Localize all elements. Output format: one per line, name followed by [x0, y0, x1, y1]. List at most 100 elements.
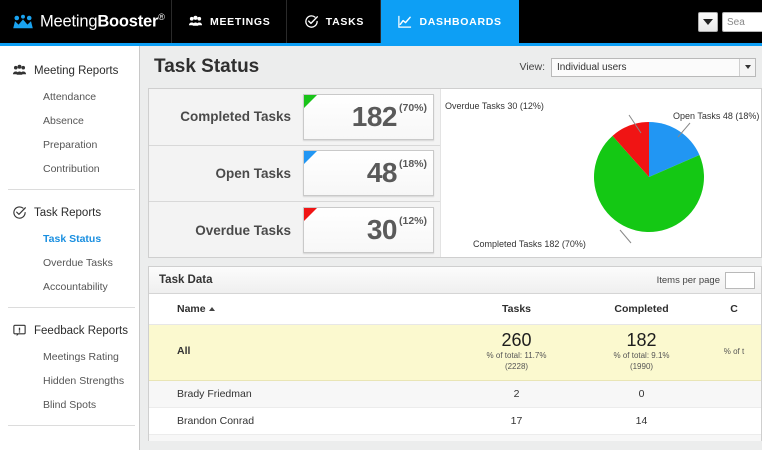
task-status-pie-chart: Overdue Tasks 30 (12%) Open Tasks 48 (18… — [441, 89, 761, 257]
view-select[interactable]: Individual users — [551, 57, 756, 77]
cell-completed: 0 — [579, 434, 704, 441]
pie-label-overdue: Overdue Tasks 30 (12%) — [445, 101, 544, 111]
cell-completed-total: 182 % of total: 9.1% (1990) — [579, 324, 704, 381]
sidebar-item-blind-spots[interactable]: Blind Spots — [43, 399, 97, 411]
sidebar-item-accountability[interactable]: Accountability — [43, 281, 108, 293]
nav-dropdown-button[interactable] — [698, 11, 718, 32]
sidebar-item-feedback-reports[interactable]: Feedback Reports — [10, 316, 129, 345]
callout-line-completed — [619, 229, 632, 244]
cell-name: Brandon Conrad — [149, 407, 454, 435]
column-header-name[interactable]: Name — [149, 294, 454, 325]
cell-tasks: 17 — [454, 407, 579, 435]
people-icon — [188, 15, 203, 26]
main-content: Task Status View: Individual users Compl… — [140, 46, 762, 450]
table-row[interactable]: Brandon Conrad 17 14 — [149, 407, 761, 435]
pie-slice-open-tasks — [649, 122, 700, 177]
check-circle-icon — [305, 15, 318, 28]
nav-tab-tasks-label: TASKS — [325, 15, 365, 28]
items-per-page-control: Items per page — [656, 271, 755, 289]
task-status-summary-panel: Completed Tasks 182 (70%) Open Tasks 48 … — [148, 88, 762, 258]
stat-card-overdue-tasks[interactable]: Overdue Tasks 30 (12%) — [149, 202, 440, 257]
chevron-down-icon — [739, 58, 755, 76]
page-header: Task Status View: Individual users — [148, 54, 762, 88]
column-header-tasks[interactable]: Tasks — [454, 294, 579, 325]
chevron-down-icon — [703, 18, 713, 25]
app-body: Meeting Reports Attendance Absence Prepa… — [0, 46, 762, 450]
stat-card-label: Completed Tasks — [180, 109, 291, 125]
sidebar-item-attendance[interactable]: Attendance — [43, 91, 97, 103]
stat-card-value-box: 30 (12%) — [303, 207, 434, 254]
items-per-page-label: Items per page — [656, 274, 720, 286]
table-row[interactable]: Brady Friedman 2 0 — [149, 380, 761, 408]
stat-card-value-box: 182 (70%) — [303, 93, 434, 140]
crown-people-icon — [13, 14, 33, 28]
sidebar-item-overdue-tasks[interactable]: Overdue Tasks — [43, 257, 113, 269]
chart-line-icon — [398, 15, 412, 28]
nav-tab-meetings-label: MEETINGS — [210, 15, 271, 28]
sidebar-item-meeting-reports[interactable]: Meeting Reports — [10, 56, 129, 85]
nav-tab-meetings[interactable]: MEETINGS — [172, 0, 288, 43]
pie-slice-completed-tasks — [594, 135, 704, 232]
sidebar-group-label: Meeting Reports — [34, 64, 119, 77]
nav-tab-dashboards[interactable]: DASHBOARDS — [381, 0, 519, 43]
logo-text-light: Meeting — [40, 12, 98, 31]
pie-label-open: Open Tasks 48 (18%) — [673, 111, 760, 121]
view-control: View: Individual users — [519, 57, 756, 77]
table-row[interactable]: Brooke Brewer 0 0 — [149, 434, 761, 441]
cell-completed: 14 — [579, 407, 704, 435]
stat-card-value-box: 48 (18%) — [303, 150, 434, 197]
nav-tab-dashboards-label: DASHBOARDS — [419, 15, 502, 28]
view-select-value: Individual users — [557, 61, 627, 73]
table-row-all[interactable]: All 260 % of total: 11.7% (2228) 182 % o… — [149, 324, 761, 381]
cell-cutoff — [704, 380, 761, 408]
sidebar-group-label: Task Reports — [34, 206, 102, 219]
task-data-header: Task Data Items per page — [149, 267, 761, 294]
corner-marker-green — [304, 94, 317, 108]
sidebar-divider — [8, 189, 135, 190]
search-input[interactable]: Sea — [722, 11, 762, 32]
view-label: View: — [519, 61, 546, 73]
logo-wordmark: MeetingBooster® — [40, 12, 165, 32]
column-header-cutoff[interactable]: C — [704, 294, 761, 325]
cell-completed: 0 — [579, 380, 704, 408]
sidebar-item-task-reports[interactable]: Task Reports — [10, 198, 129, 227]
task-data-panel: Task Data Items per page Name Tasks Comp… — [148, 266, 762, 441]
nav-tab-tasks[interactable]: TASKS — [287, 0, 382, 43]
sidebar-divider — [8, 425, 135, 426]
sidebar-item-contribution[interactable]: Contribution — [43, 163, 100, 175]
sidebar-item-preparation[interactable]: Preparation — [43, 139, 98, 151]
stat-card-label: Open Tasks — [215, 165, 291, 181]
cell-cutoff — [704, 434, 761, 441]
table-header-row: Name Tasks Completed C — [149, 294, 761, 325]
check-circle-icon — [13, 206, 26, 219]
people-icon — [12, 64, 27, 75]
corner-marker-red — [304, 208, 317, 222]
stat-card-open-tasks[interactable]: Open Tasks 48 (18%) — [149, 145, 440, 203]
page-title: Task Status — [154, 56, 260, 77]
app-logo[interactable]: MeetingBooster® — [0, 0, 172, 43]
stat-card-percent: (70%) — [398, 101, 427, 114]
pie-label-completed: Completed Tasks 182 (70%) — [473, 239, 586, 249]
column-header-completed[interactable]: Completed — [579, 294, 704, 325]
sidebar-item-absence[interactable]: Absence — [43, 115, 84, 127]
corner-marker-blue — [304, 151, 317, 165]
cell-name: All — [149, 324, 454, 381]
sort-asc-icon — [208, 307, 215, 312]
logo-text-bold: Booster — [97, 12, 159, 31]
sidebar-divider — [8, 307, 135, 308]
stat-card-completed-tasks[interactable]: Completed Tasks 182 (70%) — [149, 89, 440, 146]
sidebar-item-task-status[interactable]: Task Status — [43, 233, 102, 245]
cell-tasks-total: 260 % of total: 11.7% (2228) — [454, 324, 579, 381]
task-data-title: Task Data — [159, 274, 213, 286]
items-per-page-input[interactable] — [725, 271, 755, 289]
cell-cutoff — [704, 407, 761, 435]
stat-card-label: Overdue Tasks — [195, 222, 291, 238]
nav-right-controls: Sea — [698, 0, 762, 43]
cell-tasks: 2 — [454, 380, 579, 408]
sidebar-navigation: Meeting Reports Attendance Absence Prepa… — [0, 46, 140, 450]
callout-line-open — [677, 122, 691, 138]
stat-card-value: 30 — [366, 214, 398, 246]
pie-slice-overdue-tasks — [612, 122, 649, 177]
sidebar-item-meetings-rating[interactable]: Meetings Rating — [43, 351, 119, 363]
sidebar-item-hidden-strengths[interactable]: Hidden Strengths — [43, 375, 125, 387]
